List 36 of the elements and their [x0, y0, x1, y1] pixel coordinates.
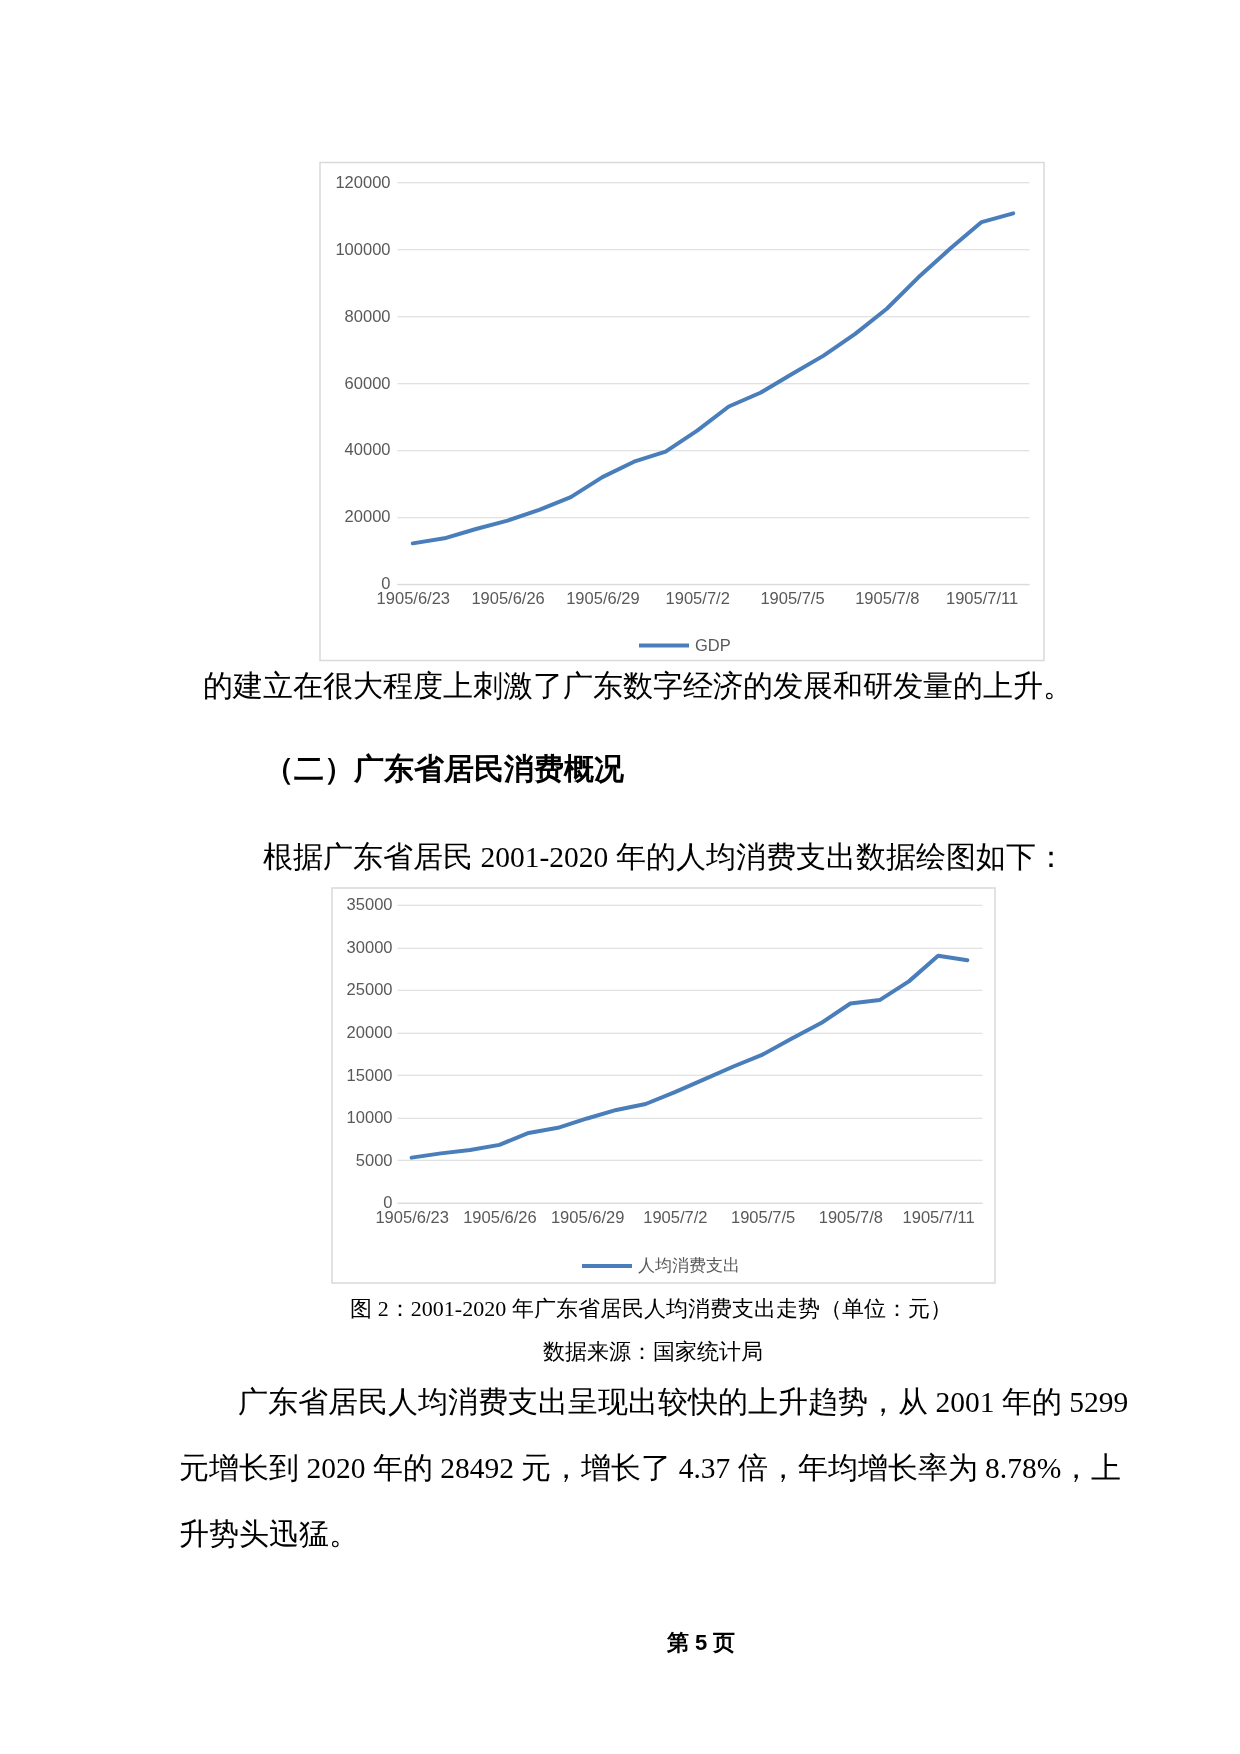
y-tick-label: 30000 [346, 937, 393, 956]
text: 数据来源：国家统计局 [543, 1340, 763, 1365]
text: （二）广东省居民消费概况 [264, 751, 625, 785]
text: 第 5 页 [665, 1630, 736, 1656]
y-tick-label: 20000 [344, 507, 391, 526]
x-tick-label: 1905/7/2 [665, 588, 730, 607]
y-tick-label: 20000 [346, 1022, 393, 1041]
text: 图 2：2001-2020 年广东省居民人均消费支出走势（单位：元） [350, 1296, 952, 1322]
y-tick-label: 80000 [344, 306, 391, 325]
y-tick-label: 120000 [335, 172, 391, 191]
line-series [410, 211, 1016, 546]
x-tick-label: 1905/6/26 [471, 588, 545, 607]
y-tick-label: 25000 [346, 980, 393, 999]
y-tick-label: 5000 [355, 1150, 393, 1169]
x-tick-label: 1905/7/5 [731, 1207, 796, 1226]
line-series [409, 953, 970, 1160]
text: 广东省居民人均消费支出呈现出较快的上升趋势，从 2001 年的 5299 元增长到 2020 年的 28492 元，增长了 4.37 倍，年均增长率为 8.78%，上升势头迅猛。 [179, 1386, 1129, 1551]
x-tick-label: 1905/7/5 [760, 588, 825, 607]
x-tick-label: 1905/7/8 [818, 1207, 883, 1226]
x-tick-label: 1905/7/8 [855, 588, 920, 607]
y-tick-label: 15000 [346, 1065, 393, 1084]
text: 的建立在很大程度上刺激了广东数字经济的发展和研发量的上升。 [203, 669, 1073, 702]
x-tick-label: 1905/6/29 [550, 1207, 625, 1226]
y-tick-label: 40000 [344, 440, 391, 459]
text: 根据广东省居民 2001-2020 年的人均消费支出数据绘图如下： [263, 840, 1066, 873]
y-tick-label: 10000 [346, 1108, 393, 1127]
legend-label: GDP [695, 635, 731, 654]
y-tick-label: 100000 [335, 239, 391, 258]
x-tick-label: 1905/7/11 [946, 588, 1019, 607]
x-tick-label: 1905/6/26 [463, 1207, 537, 1226]
y-tick-label: 35000 [346, 895, 393, 914]
x-tick-label: 1905/7/2 [643, 1207, 708, 1226]
x-tick-label: 1905/7/11 [902, 1207, 975, 1226]
x-tick-label: 1905/6/29 [566, 588, 640, 607]
legend-label: 人均消费支出 [638, 1256, 740, 1275]
y-tick-label: 60000 [344, 373, 391, 392]
